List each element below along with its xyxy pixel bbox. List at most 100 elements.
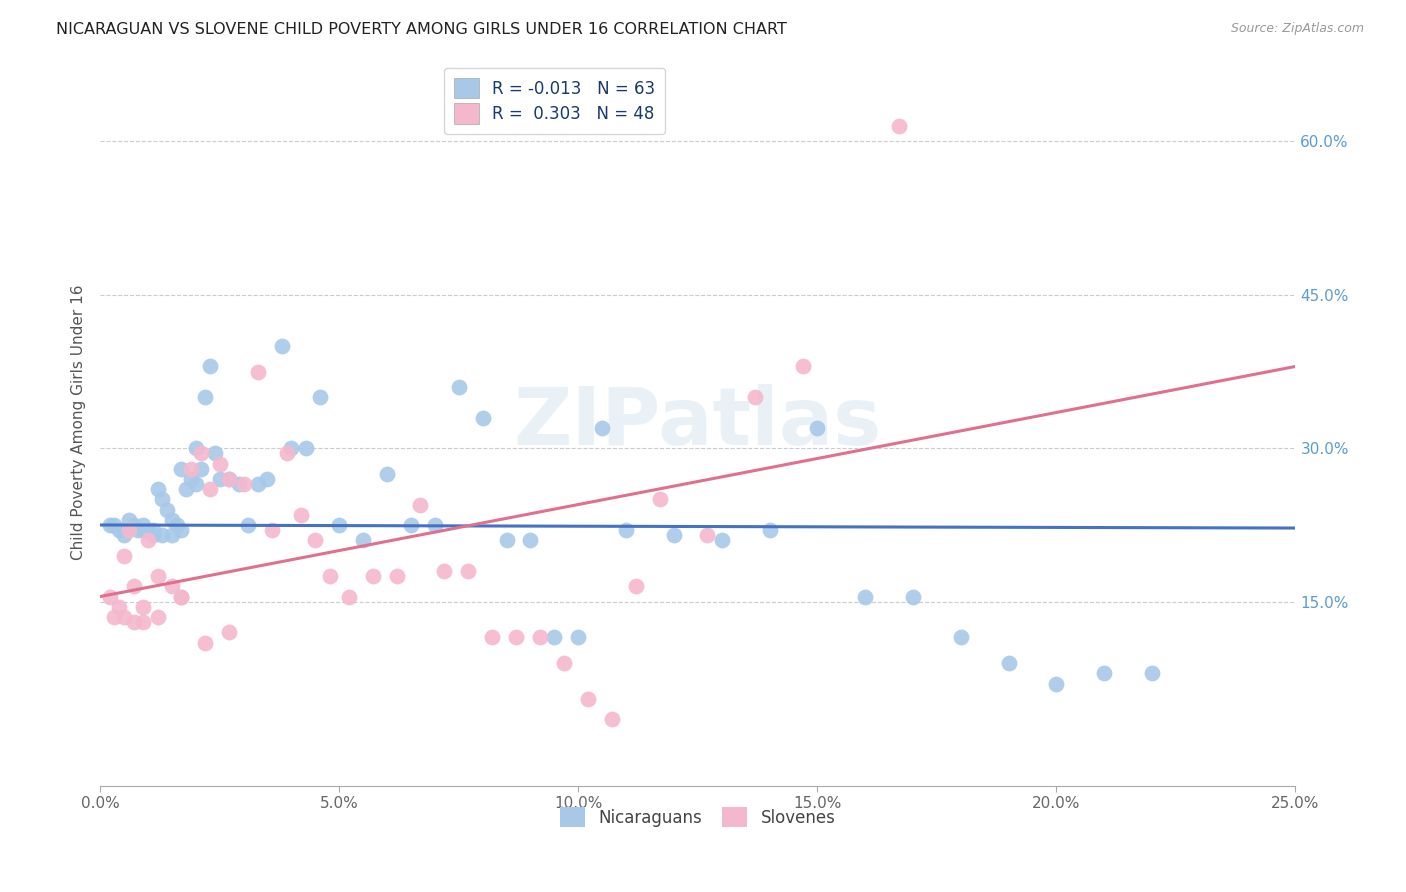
Point <box>457 564 479 578</box>
Point <box>228 477 250 491</box>
Point <box>103 610 125 624</box>
Point <box>567 631 589 645</box>
Point <box>160 528 183 542</box>
Point <box>122 579 145 593</box>
Point <box>375 467 398 481</box>
Point <box>246 365 269 379</box>
Point <box>132 599 155 614</box>
Point <box>98 518 121 533</box>
Point <box>949 631 972 645</box>
Point <box>519 533 541 548</box>
Point <box>184 477 207 491</box>
Point <box>180 472 202 486</box>
Point <box>218 625 240 640</box>
Point <box>150 492 173 507</box>
Point <box>256 472 278 486</box>
Point <box>184 442 207 456</box>
Point <box>270 339 292 353</box>
Point <box>361 569 384 583</box>
Point <box>806 421 828 435</box>
Point <box>600 712 623 726</box>
Point <box>543 631 565 645</box>
Point <box>495 533 517 548</box>
Point <box>276 446 298 460</box>
Point <box>423 518 446 533</box>
Point <box>385 569 408 583</box>
Point <box>1140 666 1163 681</box>
Point <box>505 631 527 645</box>
Point <box>758 523 780 537</box>
Point <box>591 421 613 435</box>
Point <box>170 461 193 475</box>
Point <box>399 518 422 533</box>
Point <box>142 528 165 542</box>
Point <box>481 631 503 645</box>
Point <box>853 590 876 604</box>
Point <box>166 518 188 533</box>
Point <box>142 523 165 537</box>
Point <box>744 390 766 404</box>
Point <box>174 482 197 496</box>
Point <box>118 513 141 527</box>
Point <box>150 528 173 542</box>
Point <box>352 533 374 548</box>
Point <box>1092 666 1115 681</box>
Point <box>309 390 332 404</box>
Point <box>433 564 456 578</box>
Point <box>194 635 217 649</box>
Point <box>194 390 217 404</box>
Text: Source: ZipAtlas.com: Source: ZipAtlas.com <box>1230 22 1364 36</box>
Point <box>304 533 326 548</box>
Point <box>246 477 269 491</box>
Point <box>198 482 221 496</box>
Point <box>624 579 647 593</box>
Point <box>696 528 718 542</box>
Point <box>553 656 575 670</box>
Point <box>108 599 131 614</box>
Point <box>160 579 183 593</box>
Point <box>156 502 179 516</box>
Point <box>208 472 231 486</box>
Point <box>997 656 1019 670</box>
Point <box>218 472 240 486</box>
Point <box>409 498 432 512</box>
Legend: Nicaraguans, Slovenes: Nicaraguans, Slovenes <box>551 798 844 836</box>
Point <box>447 380 470 394</box>
Point <box>108 523 131 537</box>
Point <box>262 523 284 537</box>
Point <box>98 590 121 604</box>
Point <box>337 590 360 604</box>
Point <box>208 457 231 471</box>
Point <box>662 528 685 542</box>
Point <box>576 691 599 706</box>
Point <box>132 518 155 533</box>
Point <box>792 359 814 374</box>
Point <box>122 615 145 629</box>
Point <box>136 523 159 537</box>
Point <box>529 631 551 645</box>
Point <box>180 461 202 475</box>
Point <box>132 523 155 537</box>
Point <box>204 446 226 460</box>
Point <box>190 446 212 460</box>
Point <box>170 590 193 604</box>
Point <box>103 518 125 533</box>
Point <box>127 523 149 537</box>
Point <box>170 590 193 604</box>
Point <box>170 523 193 537</box>
Point <box>136 533 159 548</box>
Point <box>112 549 135 563</box>
Point <box>290 508 312 522</box>
Point <box>112 610 135 624</box>
Point <box>132 615 155 629</box>
Point <box>112 528 135 542</box>
Point <box>218 472 240 486</box>
Point <box>471 410 494 425</box>
Point <box>232 477 254 491</box>
Point <box>160 513 183 527</box>
Point <box>122 518 145 533</box>
Text: ZIPatlas: ZIPatlas <box>513 384 882 462</box>
Point <box>1045 676 1067 690</box>
Point <box>901 590 924 604</box>
Point <box>328 518 350 533</box>
